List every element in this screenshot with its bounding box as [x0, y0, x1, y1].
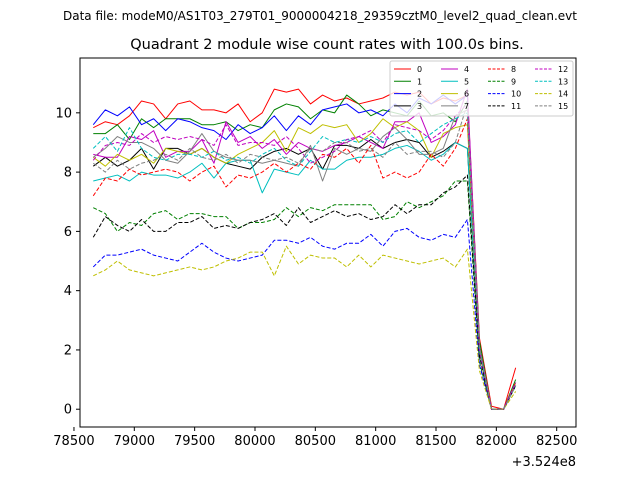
x-tick-label: 82500 — [536, 434, 577, 449]
y-tick-label: 0 — [64, 403, 72, 418]
x-tick-label: 80500 — [295, 434, 336, 449]
chart-title: Quadrant 2 module wise count rates with … — [130, 37, 524, 53]
series-line-8 — [92, 118, 517, 410]
series-line-15 — [92, 103, 517, 410]
x-tick-label: 79000 — [114, 434, 155, 449]
legend-label-8: 8 — [511, 65, 516, 74]
file-caption: Data file: modeM0/AS1T03_279T01_90000042… — [63, 9, 577, 23]
y-tick-label: 10 — [55, 106, 72, 121]
y-tick-label: 4 — [64, 284, 72, 299]
series-line-7 — [92, 109, 517, 410]
legend-label-7: 7 — [464, 102, 469, 111]
legend-label-12: 12 — [558, 65, 568, 74]
series-lines — [92, 88, 517, 410]
series-line-14 — [93, 245, 517, 410]
series-line-6 — [92, 118, 517, 410]
legend-label-2: 2 — [417, 90, 422, 99]
x-tick-label: 79500 — [174, 434, 215, 449]
plot-frame — [79, 57, 577, 428]
x-tick-label: 81500 — [415, 434, 456, 449]
x-offset-label: +3.524e8 — [512, 455, 576, 470]
series-line-3 — [92, 139, 517, 410]
series-line-4 — [93, 88, 517, 410]
legend-label-3: 3 — [417, 102, 422, 111]
legend-label-5: 5 — [464, 77, 469, 86]
series-line-1 — [93, 94, 517, 410]
legend-label-1: 1 — [417, 77, 422, 86]
legend-label-11: 11 — [511, 102, 521, 111]
y-tick-label: 6 — [64, 225, 72, 240]
y-tick-label: 2 — [64, 343, 72, 358]
x-tick-label: 78500 — [53, 434, 94, 449]
x-tick-label: 82000 — [476, 434, 517, 449]
y-tick-label: 8 — [64, 166, 72, 181]
series-line-9 — [93, 180, 517, 410]
legend-label-13: 13 — [558, 77, 568, 86]
legend-label-4: 4 — [464, 65, 469, 74]
x-tick-label: 81000 — [355, 434, 396, 449]
series-line-5 — [93, 141, 517, 410]
y-axis: 0 2 4 6 8 10 — [55, 106, 80, 418]
x-tick-label: 80000 — [234, 434, 275, 449]
legend-label-0: 0 — [417, 65, 422, 74]
series-line-12 — [92, 103, 517, 410]
series-line-13 — [92, 112, 517, 410]
legend-label-6: 6 — [464, 90, 469, 99]
x-axis: 78500 79000 79500 80000 80500 81000 81500 82000… — [53, 427, 577, 449]
series-line-10 — [92, 219, 517, 410]
legend-box — [389, 60, 574, 117]
series-line-2 — [92, 94, 517, 410]
legend-label-14: 14 — [558, 90, 568, 99]
legend-label-9: 9 — [511, 77, 516, 86]
legend-label-15: 15 — [558, 102, 568, 111]
legend-label-10: 10 — [511, 90, 521, 99]
series-line-11 — [92, 174, 517, 410]
